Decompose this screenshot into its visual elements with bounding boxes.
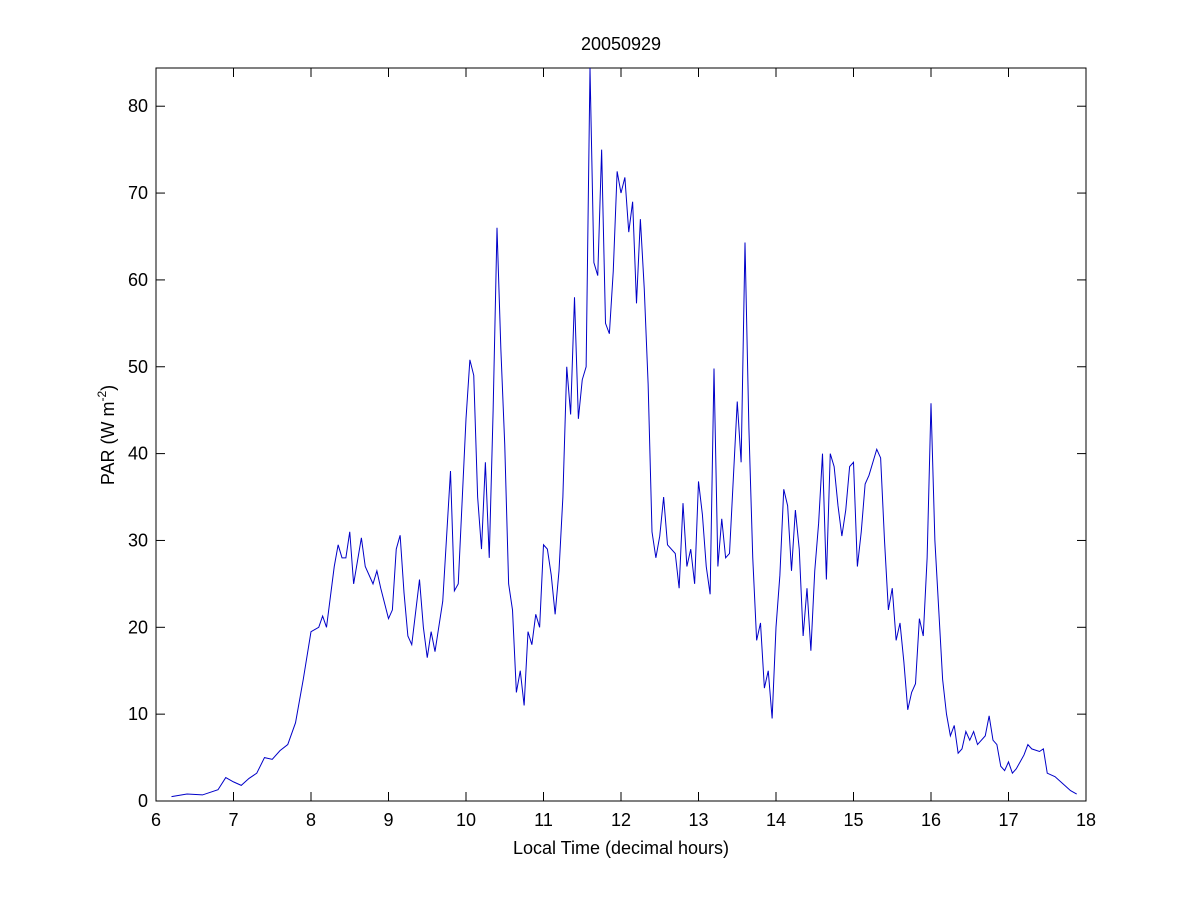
data-line (171, 67, 1077, 798)
x-tick-label: 18 (1076, 810, 1096, 830)
y-axis-label-end: ) (98, 385, 118, 391)
y-tick-label: 70 (128, 183, 148, 203)
x-tick-label: 11 (534, 810, 553, 830)
x-tick-label: 9 (383, 810, 393, 830)
x-tick-label: 7 (228, 810, 238, 830)
y-tick-label: 10 (128, 704, 148, 724)
y-tick-label: 80 (128, 96, 148, 116)
y-axis-label-text: PAR (W m (98, 402, 118, 486)
x-tick-label: 12 (611, 810, 631, 830)
y-tick-label: 40 (128, 444, 148, 464)
y-axis-label-sup: -2 (95, 391, 109, 402)
y-axis-label: PAR (W m-2) (95, 385, 118, 485)
y-tick-label: 20 (128, 617, 148, 637)
chart-title: 20050929 (581, 34, 661, 54)
x-tick-label: 13 (688, 810, 708, 830)
y-tick-label: 50 (128, 357, 148, 377)
y-tick-label: 30 (128, 530, 148, 550)
x-tick-label: 10 (456, 810, 476, 830)
x-axis-label: Local Time (decimal hours) (513, 838, 729, 858)
x-tick-label: 16 (921, 810, 941, 830)
x-tick-label: 14 (766, 810, 786, 830)
y-tick-label: 0 (138, 791, 148, 811)
x-tick-label: 8 (306, 810, 316, 830)
x-tick-label: 17 (998, 810, 1018, 830)
x-tick-label: 6 (151, 810, 161, 830)
y-tick-label: 60 (128, 270, 148, 290)
x-tick-label: 15 (843, 810, 863, 830)
